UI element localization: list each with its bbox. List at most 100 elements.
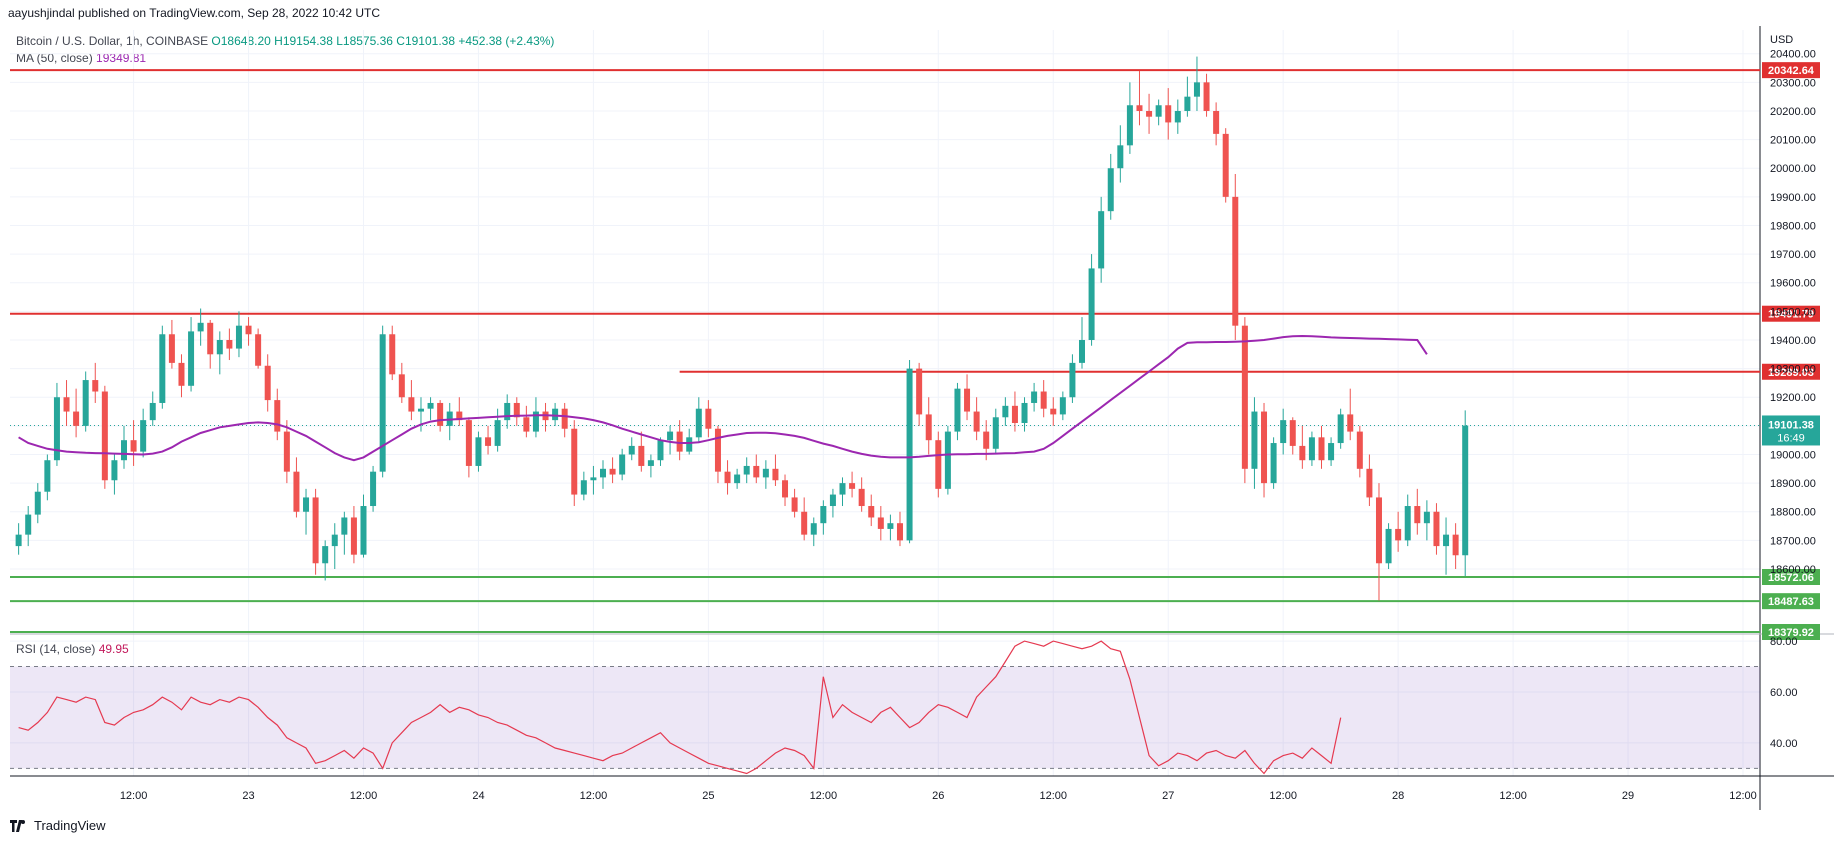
candle-body[interactable] — [839, 483, 846, 495]
candle-body[interactable] — [523, 417, 530, 432]
candle-body[interactable] — [964, 388, 971, 412]
candle-body[interactable] — [73, 411, 80, 426]
candle-body[interactable] — [331, 534, 338, 547]
candle-body[interactable] — [92, 380, 99, 392]
candle-body[interactable] — [303, 497, 310, 512]
candle-body[interactable] — [1079, 339, 1086, 363]
candle-body[interactable] — [82, 380, 89, 426]
candle-body[interactable] — [820, 506, 827, 524]
candle-body[interactable] — [1174, 110, 1181, 123]
candle-body[interactable] — [1222, 133, 1229, 197]
candle-body[interactable] — [1261, 411, 1268, 484]
candle-body[interactable] — [552, 408, 559, 421]
candle-body[interactable] — [140, 420, 147, 452]
candle-body[interactable] — [791, 497, 798, 512]
candle-body[interactable] — [168, 334, 175, 363]
candle-body[interactable] — [973, 411, 980, 432]
candle-body[interactable] — [312, 497, 319, 564]
candle-body[interactable] — [925, 414, 932, 441]
candle-body[interactable] — [1251, 411, 1258, 469]
candle-body[interactable] — [714, 428, 721, 472]
candle-body[interactable] — [1002, 405, 1009, 418]
candle-body[interactable] — [935, 440, 942, 489]
candle-body[interactable] — [15, 534, 22, 547]
candle-body[interactable] — [1040, 391, 1047, 409]
candle-body[interactable] — [1414, 506, 1421, 524]
candle-body[interactable] — [1385, 528, 1392, 564]
candle-body[interactable] — [1308, 437, 1315, 461]
candle-body[interactable] — [954, 388, 961, 432]
candle-body[interactable] — [877, 517, 884, 529]
candle-body[interactable] — [1395, 528, 1402, 541]
candle-body[interactable] — [657, 440, 664, 461]
candle-body[interactable] — [1021, 402, 1028, 424]
candle-body[interactable] — [647, 460, 654, 466]
candle-body[interactable] — [1328, 443, 1335, 461]
candle-body[interactable] — [274, 400, 281, 432]
candle-body[interactable] — [1031, 391, 1038, 403]
candle-body[interactable] — [159, 334, 166, 403]
candle-body[interactable] — [609, 468, 616, 475]
candle-body[interactable] — [417, 408, 424, 412]
candle-body[interactable] — [801, 511, 808, 535]
candle-body[interactable] — [1299, 445, 1306, 461]
candle-body[interactable] — [322, 546, 329, 564]
candle-body[interactable] — [810, 523, 817, 535]
candle-body[interactable] — [188, 331, 195, 386]
candle-body[interactable] — [983, 431, 990, 449]
candle-body[interactable] — [1165, 105, 1172, 123]
candle-body[interactable] — [1107, 168, 1114, 212]
candle-body[interactable] — [1059, 397, 1066, 415]
candle-body[interactable] — [1452, 534, 1459, 556]
candle-body[interactable] — [1069, 362, 1076, 398]
candle-body[interactable] — [753, 465, 760, 478]
candle-body[interactable] — [341, 517, 348, 535]
candle-body[interactable] — [724, 471, 731, 484]
candle-body[interactable] — [111, 460, 118, 481]
candle-body[interactable] — [992, 417, 999, 449]
candle-body[interactable] — [868, 506, 875, 518]
candle-body[interactable] — [571, 428, 578, 495]
candle-body[interactable] — [465, 420, 472, 466]
candle-body[interactable] — [1193, 82, 1200, 97]
candle-body[interactable] — [1146, 110, 1153, 117]
candle-body[interactable] — [1270, 443, 1277, 484]
candle-body[interactable] — [207, 322, 214, 355]
candle-body[interactable] — [1280, 420, 1287, 444]
candle-body[interactable] — [1011, 405, 1018, 424]
candle-body[interactable] — [667, 431, 674, 441]
candle-body[interactable] — [350, 517, 357, 555]
candle-body[interactable] — [408, 397, 415, 412]
candle-body[interactable] — [513, 402, 520, 418]
candle-body[interactable] — [1232, 196, 1239, 326]
candle-body[interactable] — [1203, 82, 1210, 111]
candle-body[interactable] — [235, 325, 242, 349]
candle-body[interactable] — [1088, 268, 1095, 340]
candle-body[interactable] — [456, 411, 463, 421]
candle-body[interactable] — [255, 334, 262, 366]
candle-body[interactable] — [1318, 437, 1325, 461]
candle-body[interactable] — [916, 368, 923, 415]
candle-body[interactable] — [887, 523, 894, 529]
candle-body[interactable] — [1375, 497, 1382, 564]
candle-body[interactable] — [1098, 211, 1105, 269]
candle-body[interactable] — [829, 494, 836, 507]
candle-body[interactable] — [590, 477, 597, 481]
candle-body[interactable] — [944, 431, 951, 489]
candle-body[interactable] — [398, 374, 405, 398]
candle-body[interactable] — [485, 437, 492, 446]
candle-body[interactable] — [283, 431, 290, 472]
candle-body[interactable] — [101, 391, 108, 481]
candle-body[interactable] — [1423, 511, 1430, 524]
candle-body[interactable] — [896, 523, 903, 541]
candle-body[interactable] — [149, 402, 156, 421]
candle-body[interactable] — [676, 431, 683, 452]
candle-body[interactable] — [782, 480, 789, 498]
candle-body[interactable] — [216, 339, 223, 355]
candle-body[interactable] — [1289, 420, 1296, 446]
candle-body[interactable] — [504, 402, 511, 421]
candle-body[interactable] — [580, 480, 587, 495]
candle-body[interactable] — [121, 440, 128, 461]
candle-body[interactable] — [762, 468, 769, 478]
